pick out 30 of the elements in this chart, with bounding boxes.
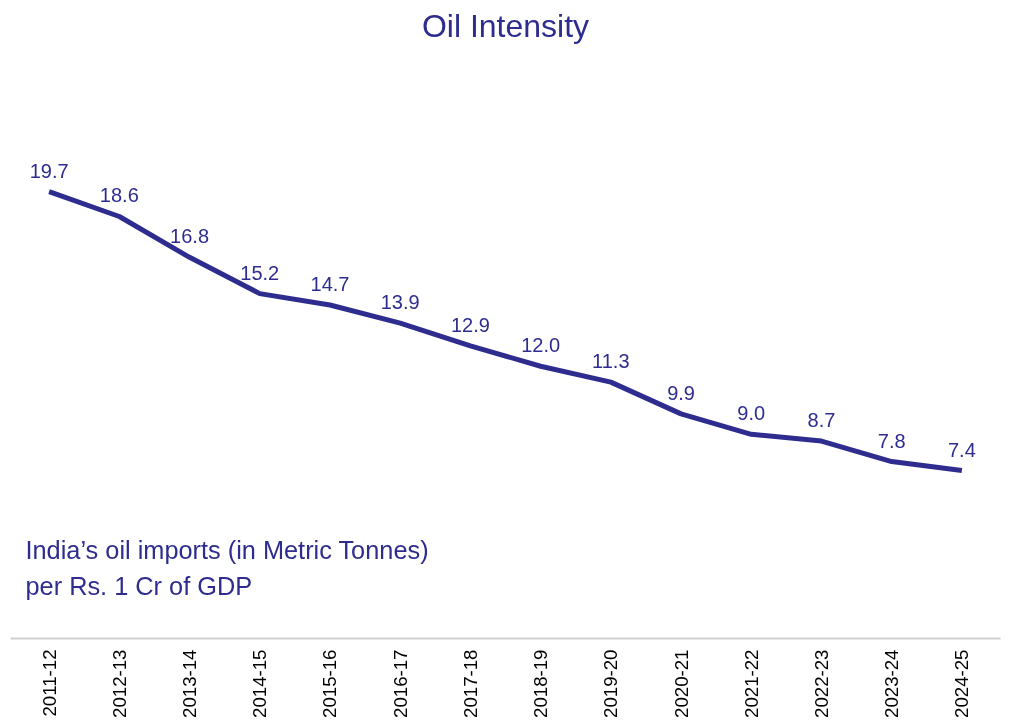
text: India’s oil imports (in Metric Tonnes) per Rs. 1 Cr of GDP — [25, 535, 429, 600]
x-tick-label: 2015-16 — [319, 649, 341, 718]
x-tick-label: 2020-21 — [670, 649, 692, 718]
x-tick-label: 2013-14 — [179, 649, 201, 718]
x-tick-label: 2021-22 — [740, 649, 762, 718]
x-tick-label: 2018-19 — [530, 649, 552, 718]
data-label: 12.0 — [521, 334, 561, 357]
x-tick-label: 2022-23 — [810, 649, 832, 718]
data-label: 16.8 — [170, 225, 210, 248]
x-tick-label: 2011-12 — [38, 649, 60, 717]
x-tick-label: 2023-24 — [881, 649, 903, 718]
data-label: 11.3 — [592, 350, 630, 373]
x-tick-label: 2017-18 — [459, 649, 481, 718]
data-label: 18.6 — [99, 184, 139, 207]
x-tick-label: 2014-15 — [249, 649, 271, 718]
data-label: 14.7 — [310, 272, 350, 295]
x-tick-label: 2012-13 — [108, 649, 130, 718]
chart-title: Oil Intensity — [421, 7, 590, 44]
data-label: 13.9 — [380, 291, 420, 314]
data-label: 19.7 — [29, 159, 69, 182]
data-label: 7.4 — [947, 438, 976, 461]
data-label: 9.9 — [667, 381, 695, 404]
data-label: 12.9 — [450, 313, 490, 336]
x-tick-label: 2016-17 — [389, 649, 411, 718]
data-label: 15.2 — [240, 261, 280, 284]
data-label: 9.0 — [737, 402, 766, 425]
data-label: 8.7 — [807, 409, 836, 432]
data-label: 7.8 — [877, 429, 906, 452]
x-tick-label: 2019-20 — [600, 649, 622, 718]
x-tick-label: 2024-25 — [951, 649, 973, 718]
